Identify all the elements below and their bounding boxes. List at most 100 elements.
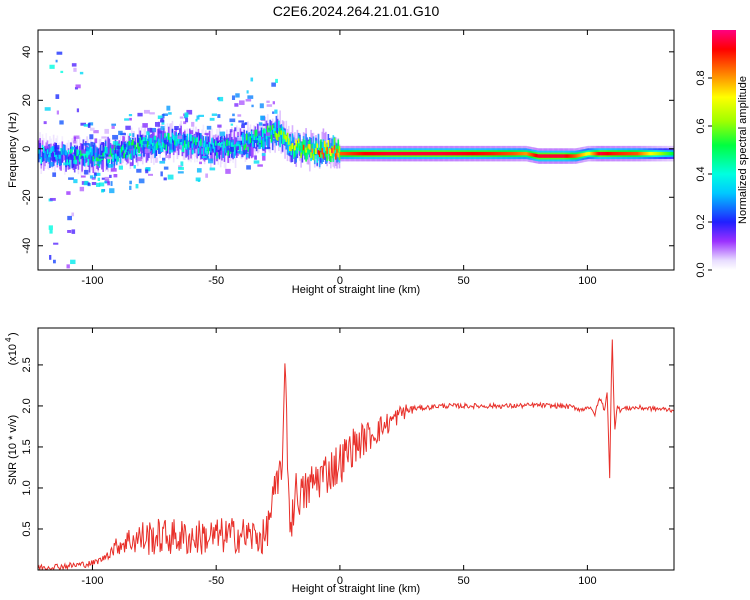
snr-x-tick-label: 50	[458, 575, 470, 587]
spectrogram-blob	[154, 121, 160, 127]
spectrogram-blob	[258, 122, 263, 126]
spectrogram-cell	[250, 137, 253, 158]
spectrogram-cell	[226, 139, 228, 147]
spectrogram-cell	[132, 145, 134, 166]
spectrogram-cell	[581, 153, 583, 157]
spectrogram-cell	[202, 143, 205, 148]
spectrogram-cell	[170, 138, 173, 144]
spectrogram-cell	[171, 132, 174, 139]
spectrogram-cell	[333, 137, 336, 152]
spectrogram-cell	[346, 151, 348, 156]
spectrogram-panel: -100 -50 0 50 100 -40 -20 0 20 40 Height of stra…	[7, 29, 675, 296]
spectrogram-cell	[316, 143, 319, 148]
spectrogram-cell	[322, 139, 325, 154]
spectrogram-cell	[232, 140, 234, 151]
spectrogram-cell	[494, 151, 497, 156]
spectrogram-cell	[104, 149, 107, 172]
spectrogram-cell	[143, 146, 145, 157]
spectrogram-cell	[203, 143, 206, 155]
snr-scale-exponent: 4	[4, 337, 13, 342]
spectrogram-cell	[357, 151, 359, 156]
spectrogram-cell	[661, 151, 664, 156]
spectrogram-cell	[187, 141, 190, 148]
spectrogram-cell	[47, 144, 50, 156]
spectrogram-blob	[89, 175, 94, 179]
spectrogram-blob	[136, 168, 142, 173]
spectrogram-cell	[61, 148, 64, 156]
spectrogram-blob	[272, 138, 277, 142]
spectrogram-cell	[45, 154, 48, 162]
spectrogram-cell	[457, 151, 460, 156]
spectrogram-cell	[242, 136, 244, 143]
spectrogram-cell	[200, 137, 202, 160]
spectrogram-cell	[244, 143, 247, 149]
spectrogram-cell	[99, 144, 102, 159]
spectrogram-cell	[404, 151, 406, 156]
spectrogram-blob	[76, 108, 80, 113]
spectrogram-cell	[172, 138, 175, 152]
spectrogram-cell	[197, 128, 200, 151]
spectrogram-blob	[81, 149, 86, 154]
spectrogram-blob	[70, 146, 76, 150]
spectrogram-cell	[296, 142, 299, 154]
spectrogram-cell	[308, 144, 311, 150]
spectrogram-cell	[135, 134, 138, 155]
spectrogram-cell	[286, 132, 289, 139]
spectrogram-cell	[406, 151, 409, 156]
spectrogram-cell	[260, 127, 263, 138]
spectrogram-blob	[49, 254, 52, 260]
spectrogram-cell	[558, 154, 561, 158]
spectrogram-cell	[624, 151, 627, 156]
spectrogram-cell	[609, 151, 612, 156]
spectrogram-cell	[186, 136, 189, 150]
spectrogram-cell	[112, 155, 114, 162]
spectrogram-cell	[639, 151, 641, 156]
spectrogram-cell	[325, 143, 327, 151]
spectrogram-cell	[437, 151, 440, 156]
spectrogram-cell	[446, 151, 448, 156]
spectrogram-blob	[68, 177, 74, 180]
spectrogram-blob	[191, 149, 195, 154]
spectrogram-cell	[358, 151, 361, 156]
spectrogram-blob	[100, 189, 105, 193]
spectrogram-cell	[349, 151, 352, 156]
spectrogram-blob	[274, 109, 278, 114]
spectrogram-blob	[217, 145, 220, 150]
spectrogram-cell	[584, 152, 587, 156]
spectrogram-cell	[359, 151, 362, 156]
spectrogram-cell	[155, 143, 158, 151]
spectrogram-cell	[378, 151, 380, 156]
spectrogram-blob	[47, 156, 51, 162]
spectrogram-cell	[181, 145, 184, 152]
spectrogram-blob	[81, 175, 86, 178]
spectrogram-cell	[38, 148, 40, 163]
spectrogram-blob	[209, 117, 215, 121]
spectrogram-cell	[505, 151, 508, 156]
spectrogram-blob	[120, 132, 126, 136]
spectrogram-y-axis: -40 -20 0 20 40	[21, 46, 674, 254]
spectrogram-cell	[207, 146, 210, 154]
spectrogram-blob	[124, 118, 130, 121]
spectrogram-cell	[268, 133, 270, 149]
spectrogram-blob	[265, 132, 271, 137]
spectrogram-cell	[354, 151, 357, 156]
snr-frame	[37, 327, 675, 571]
spectrogram-blob	[96, 161, 102, 165]
spectrogram-cell	[535, 153, 538, 158]
spectrogram-cell	[117, 151, 119, 161]
spectrogram-cell	[421, 151, 424, 156]
spectrogram-cell	[504, 151, 507, 156]
spectrogram-cell	[524, 151, 526, 156]
spectrogram-cell	[450, 151, 452, 156]
spectrogram-cell	[63, 149, 66, 154]
spectrogram-cell	[91, 156, 93, 167]
spectrogram-cell	[388, 151, 390, 156]
spectrogram-cell	[510, 151, 513, 156]
spectrogram-cell	[65, 150, 67, 156]
spectrogram-blob	[271, 82, 276, 87]
spectrogram-cell	[150, 139, 153, 151]
spectrogram-blob	[128, 145, 133, 150]
spectrogram-cell	[247, 146, 249, 152]
spectrogram-cell	[259, 135, 262, 143]
spectrogram-cell	[275, 132, 278, 140]
